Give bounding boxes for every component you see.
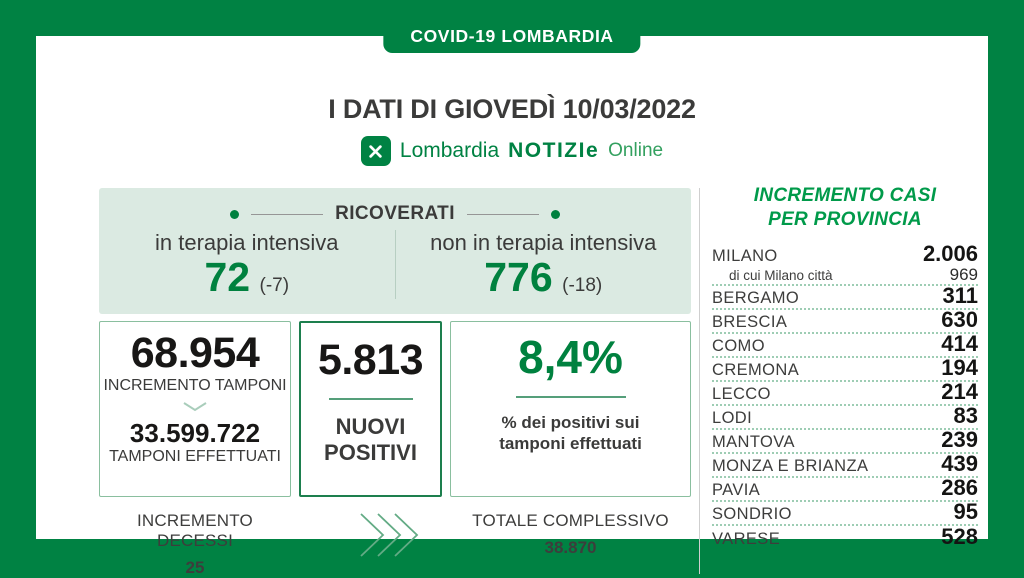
content-card: I DATI DI GIOVEDÌ 10/03/2022 Lombardia N… [36, 36, 988, 577]
nuovi-positivi-box: 5.813 NUOVI POSITIVI [299, 321, 442, 497]
percentuale-positivi-value: 8,4% [518, 331, 623, 383]
totale-complessivo-value: 38.870 [544, 538, 597, 557]
province-value: 630 [941, 307, 978, 333]
tamponi-box: 68.954 INCREMENTO TAMPONI 33.599.722 TAM… [99, 321, 291, 497]
province-name: SONDRIO [712, 505, 792, 524]
lombardia-notizie-logo: Lombardia NOTIZIe Online [36, 136, 988, 166]
province-list: MILANO 2.006 di cui Milano città 969 BERGAMO… [712, 242, 978, 550]
terapia-intensiva-block: in terapia intensiva 72 (-7) [99, 230, 396, 300]
province-name: BRESCIA [712, 313, 788, 332]
tamponi-effettuati-label: TAMPONI EFFETTUATI [109, 448, 281, 466]
nuovi-positivi-value: 5.813 [317, 336, 424, 384]
province-value: 311 [942, 283, 979, 309]
page-title: I DATI DI GIOVEDÌ 10/03/2022 [328, 94, 696, 124]
province-row: BRESCIA 630 [712, 307, 978, 334]
non-terapia-intensiva-value: 776 [484, 254, 553, 300]
bullet-dot-icon [230, 209, 240, 219]
dash-line [466, 213, 539, 215]
province-value: 95 [953, 499, 978, 525]
province-name: CREMONA [712, 361, 800, 380]
province-value: 83 [953, 403, 978, 429]
province-name: PAVIA [712, 481, 761, 500]
non-terapia-intensiva-block: non in terapia intensiva 776 (-18) [396, 230, 692, 299]
province-panel: INCREMENTO CASI PER PROVINCIA MILANO 2.00… [712, 184, 978, 550]
percentuale-positivi-box: 8,4% % dei positivi sui tamponi effettua… [450, 321, 691, 497]
province-row: CREMONA 194 [712, 355, 978, 382]
province-value: 194 [941, 355, 978, 381]
province-row: MANTOVA 239 [712, 427, 978, 454]
vertical-divider [699, 188, 700, 574]
province-panel-title-line1: INCREMENTO CASI [753, 185, 937, 206]
logo-brand-text: NOTIZIe [508, 139, 600, 162]
province-value: 214 [941, 379, 978, 405]
province-value: 528 [941, 524, 978, 550]
totale-complessivo-block: TOTALE COMPLESSIVO 38.870 [450, 511, 691, 558]
chevron-down-icon [100, 399, 290, 417]
terapia-intensiva-delta: (-7) [259, 275, 290, 296]
bullet-dot-icon [550, 209, 560, 219]
province-value: 2.006 [922, 240, 978, 266]
incremento-decessi-block: INCREMENTO DECESSI 25 [99, 511, 291, 578]
province-row: MILANO 2.006 di cui Milano città 969 [712, 242, 978, 286]
incremento-tamponi-value: 68.954 [130, 329, 260, 377]
ricoverati-title: RICOVERATI [335, 203, 455, 224]
terapia-intensiva-label: in terapia intensiva [155, 230, 339, 255]
incremento-tamponi-label: INCREMENTO TAMPONI [103, 376, 287, 394]
province-name: MILANO [712, 246, 778, 265]
main-stats-column: RICOVERATI in terapia intensiva 72 (-7) … [99, 188, 691, 577]
covid-lombardia-banner: COVID-19 LOMBARDIA [383, 19, 641, 53]
province-row: SONDRIO 95 [712, 499, 978, 526]
province-row: BERGAMO 311 [712, 283, 979, 310]
province-value: 286 [941, 475, 978, 501]
incremento-decessi-label: INCREMENTO DECESSI [137, 511, 253, 550]
province-name: MANTOVA [712, 433, 795, 452]
terapia-intensiva-value: 72 [204, 254, 251, 300]
dash-line [251, 213, 324, 215]
province-panel-title-line2: PER PROVINCIA [768, 209, 922, 231]
province-name: LODI [712, 409, 753, 428]
logo-region-text: Lombardia [399, 139, 500, 162]
rosa-camuna-icon [360, 136, 391, 166]
province-value: 439 [941, 451, 978, 477]
percentuale-positivi-label: % dei positivi sui tamponi effettuati [499, 412, 642, 454]
triple-chevron-right-icon [357, 507, 437, 568]
province-name: COMO [712, 337, 765, 356]
ricoverati-header: RICOVERATI [99, 188, 691, 225]
province-subrow-value: 969 [949, 264, 978, 284]
totale-complessivo-label: TOTALE COMPLESSIVO [472, 511, 669, 530]
divider-line [328, 397, 413, 400]
province-subrow-name: di cui Milano città [729, 267, 833, 283]
province-value: 239 [941, 427, 978, 453]
divider-line [515, 395, 626, 398]
province-name: MONZA E BRIANZA [712, 457, 869, 476]
province-row: VARESE 528 [712, 526, 978, 550]
province-row: PAVIA 286 [712, 475, 978, 502]
province-name: LECCO [712, 385, 771, 404]
province-panel-title: INCREMENTO CASI PER PROVINCIA [712, 184, 978, 233]
province-row: LECCO 214 [712, 379, 978, 406]
logo-suffix-text: Online [608, 140, 664, 161]
province-row: COMO 414 [712, 331, 978, 358]
tamponi-effettuati-value: 33.599.722 [129, 417, 261, 448]
nuovi-positivi-label: NUOVI POSITIVI [324, 413, 417, 465]
non-terapia-intensiva-label: non in terapia intensiva [430, 230, 657, 255]
ricoverati-box: RICOVERATI in terapia intensiva 72 (-7) … [99, 188, 691, 314]
province-name: VARESE [712, 530, 781, 549]
province-row: MONZA E BRIANZA 439 [712, 451, 978, 478]
province-value: 414 [941, 331, 978, 357]
province-row: LODI 83 [712, 403, 978, 430]
non-terapia-intensiva-delta: (-18) [562, 275, 603, 296]
incremento-decessi-value: 25 [185, 558, 205, 577]
province-name: BERGAMO [712, 289, 800, 308]
